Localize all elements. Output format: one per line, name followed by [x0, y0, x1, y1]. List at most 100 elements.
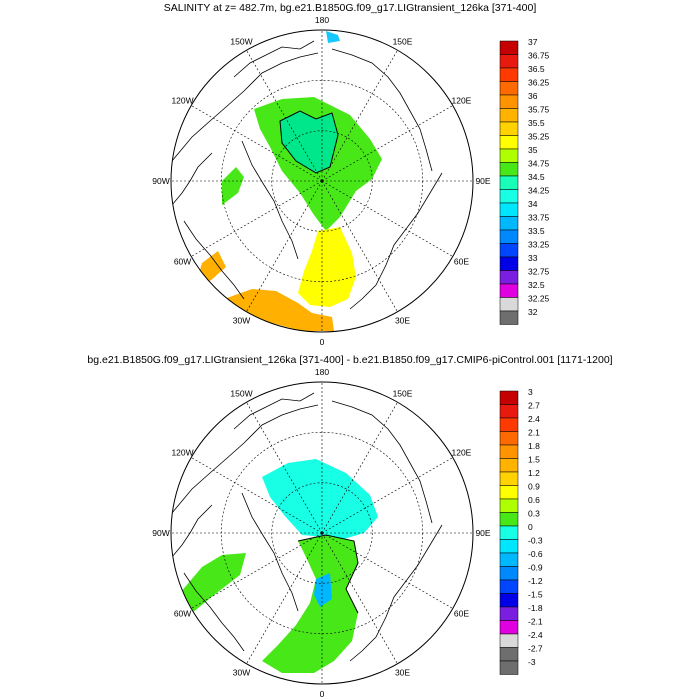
shaded-region-strait — [314, 573, 332, 607]
meridian-150 — [321, 532, 398, 664]
colorbar-label: -0.9 — [528, 563, 543, 573]
longitude-label: 30E — [395, 667, 410, 677]
colorbar-label: 1.2 — [528, 468, 540, 478]
coastline-5 — [183, 220, 245, 300]
shaded-region-atlantic — [180, 553, 246, 613]
meridian-240 — [191, 180, 323, 257]
map-title-difference: bg.e21.B1850G.f09_g17.LIGtransient_126ka… — [87, 354, 613, 366]
colorbar-box — [499, 552, 519, 567]
longitude-label: 90E — [475, 176, 490, 186]
colorbar-box — [499, 458, 519, 473]
colorbar-label: 0.6 — [528, 495, 540, 505]
meridian-150 — [321, 180, 398, 312]
meridian-240 — [191, 532, 323, 609]
map-boundary — [170, 381, 474, 685]
shaded-region-atlantic_orange — [198, 251, 226, 281]
longitude-label: 150W — [230, 37, 252, 47]
colorbar-box — [499, 283, 519, 298]
field-shading — [180, 459, 378, 673]
meridian-60 — [321, 457, 453, 534]
colorbar-label: 1.8 — [528, 441, 540, 451]
colorbar-box — [499, 135, 519, 150]
colorbar-box — [499, 431, 519, 446]
colorbar-box — [499, 620, 519, 635]
colorbar-box — [499, 229, 519, 244]
longitude-label: 0 — [320, 689, 325, 699]
longitude-label: 30W — [233, 315, 250, 325]
meridian-300 — [191, 457, 323, 534]
longitude-label: 60W — [174, 257, 191, 267]
colorbar-box — [499, 404, 519, 419]
colorbar-label: -2.1 — [528, 617, 543, 627]
longitude-label: 150E — [393, 37, 413, 47]
coastlines — [171, 40, 443, 310]
colorbar-label: 37 — [528, 37, 538, 47]
colorbar-box — [499, 444, 519, 459]
colorbar-label: -2.7 — [528, 644, 543, 654]
colorbar: 37 36.75 36.5 36.25 36 35.75 35.5 35.25 35 34.75 3… — [499, 37, 550, 325]
colorbar-label: 34.75 — [528, 159, 550, 169]
colorbar-label: 32 — [528, 307, 538, 317]
colorbar-label: 36 — [528, 91, 538, 101]
map-title-salinity: SALINITY at z= 482.7m, bg.e21.B1850G.f09… — [163, 2, 537, 14]
coastline-5 — [183, 572, 245, 652]
map-boundary — [170, 29, 474, 333]
colorbar-label: 33.25 — [528, 240, 550, 250]
latitude-circle-0 — [271, 482, 373, 584]
longitude-label: 90W — [152, 528, 169, 538]
colorbar-box — [499, 606, 519, 621]
coastlines — [171, 392, 443, 662]
colorbar-label: 0.9 — [528, 482, 540, 492]
colorbar-label: 35.75 — [528, 105, 550, 115]
longitude-label: 150E — [393, 389, 413, 399]
colorbar-box — [499, 81, 519, 96]
colorbar-label: 32.5 — [528, 280, 545, 290]
shaded-region-atlantic_yellow — [298, 227, 356, 307]
colorbar-label: -3 — [528, 657, 536, 667]
colorbar-box — [499, 310, 519, 325]
colorbar-label: 2.4 — [528, 414, 540, 424]
colorbar-label: 36.75 — [528, 51, 550, 61]
colorbar-box — [499, 647, 519, 662]
colorbar-label: 35.5 — [528, 118, 545, 128]
colorbar-box — [499, 54, 519, 69]
coastline-0 — [171, 404, 319, 514]
colorbar: 3 2.7 2.4 2.1 1.8 1.5 1.2 0.9 0.6 0.3 0 -0.3 -0.6 -0.… — [499, 387, 543, 675]
colorbar-box — [499, 243, 519, 258]
colorbar-box — [499, 202, 519, 217]
colorbar-box — [499, 189, 519, 204]
shaded-region-atlantic — [262, 535, 358, 673]
colorbar-box — [499, 108, 519, 123]
colorbar-box — [499, 175, 519, 190]
colorbar-label: 33.75 — [528, 213, 550, 223]
contour-35 — [279, 110, 339, 174]
longitude-label: 60W — [174, 609, 191, 619]
shaded-region-main — [222, 167, 244, 205]
coastline-2 — [331, 48, 433, 172]
colorbar-label: 32.25 — [528, 294, 550, 304]
meridian-120 — [321, 532, 453, 609]
shaded-region-pacific_cyan — [326, 31, 340, 43]
colorbar-box — [499, 94, 519, 109]
coastline-4 — [241, 140, 299, 260]
graticule — [171, 30, 473, 332]
colorbar-box — [499, 660, 519, 675]
longitude-label: 120W — [171, 448, 193, 458]
coastline-6 — [171, 504, 213, 558]
map-panel-0: 180 150E 120E 90E 60E 30E 0 30W 60W 90W 120W 150W 37… — [152, 15, 549, 347]
colorbar-box — [499, 297, 519, 312]
longitude-label: 60E — [454, 257, 469, 267]
colorbar-box — [499, 633, 519, 648]
coastline-3 — [349, 172, 443, 310]
colorbar-label: 0.3 — [528, 509, 540, 519]
colorbar-box — [499, 417, 519, 432]
colorbar-box — [499, 593, 519, 608]
longitude-label: 120W — [171, 96, 193, 106]
colorbar-box — [499, 148, 519, 163]
shaded-region-atlantic_orange — [224, 289, 334, 331]
colorbar-label: 36.25 — [528, 78, 550, 88]
colorbar-box — [499, 485, 519, 500]
colorbar-label: -1.5 — [528, 590, 543, 600]
longitude-label: 90E — [475, 528, 490, 538]
colorbar-label: -1.8 — [528, 603, 543, 613]
